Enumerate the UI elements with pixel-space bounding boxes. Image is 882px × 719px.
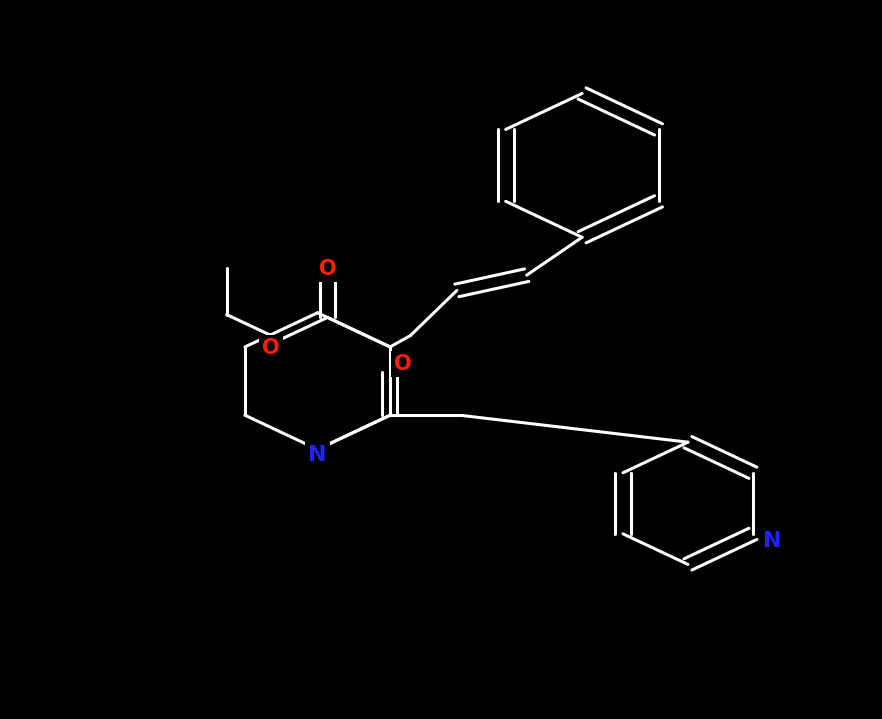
Text: O: O	[318, 260, 336, 279]
Text: O: O	[394, 354, 412, 374]
Text: N: N	[763, 531, 781, 551]
Text: O: O	[263, 339, 280, 358]
Text: N: N	[309, 445, 326, 465]
